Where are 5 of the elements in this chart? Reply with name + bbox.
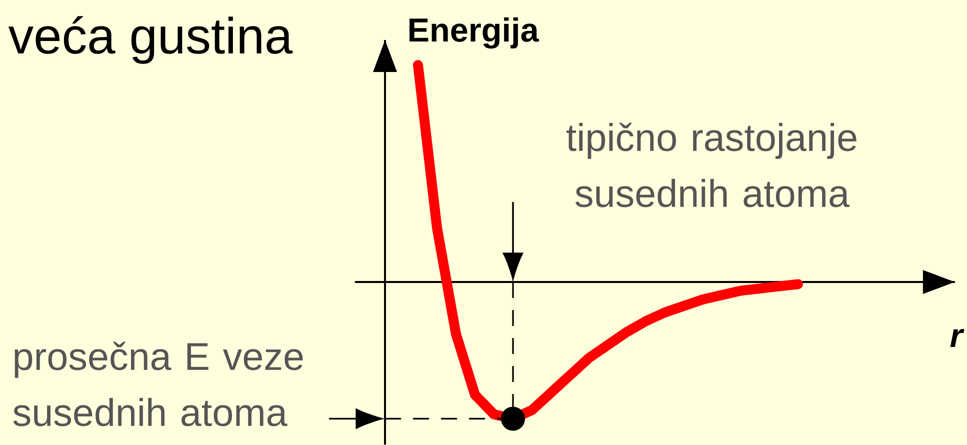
text: prosečna E veze susednih atoma — [13, 342, 303, 426]
x-axis-title: r — [950, 329, 964, 347]
annotation: tipično rastojanje susednih atoma — [566, 122, 856, 208]
text: veća gustina — [8, 16, 293, 64]
y-axis-title: Energija — [410, 17, 540, 49]
